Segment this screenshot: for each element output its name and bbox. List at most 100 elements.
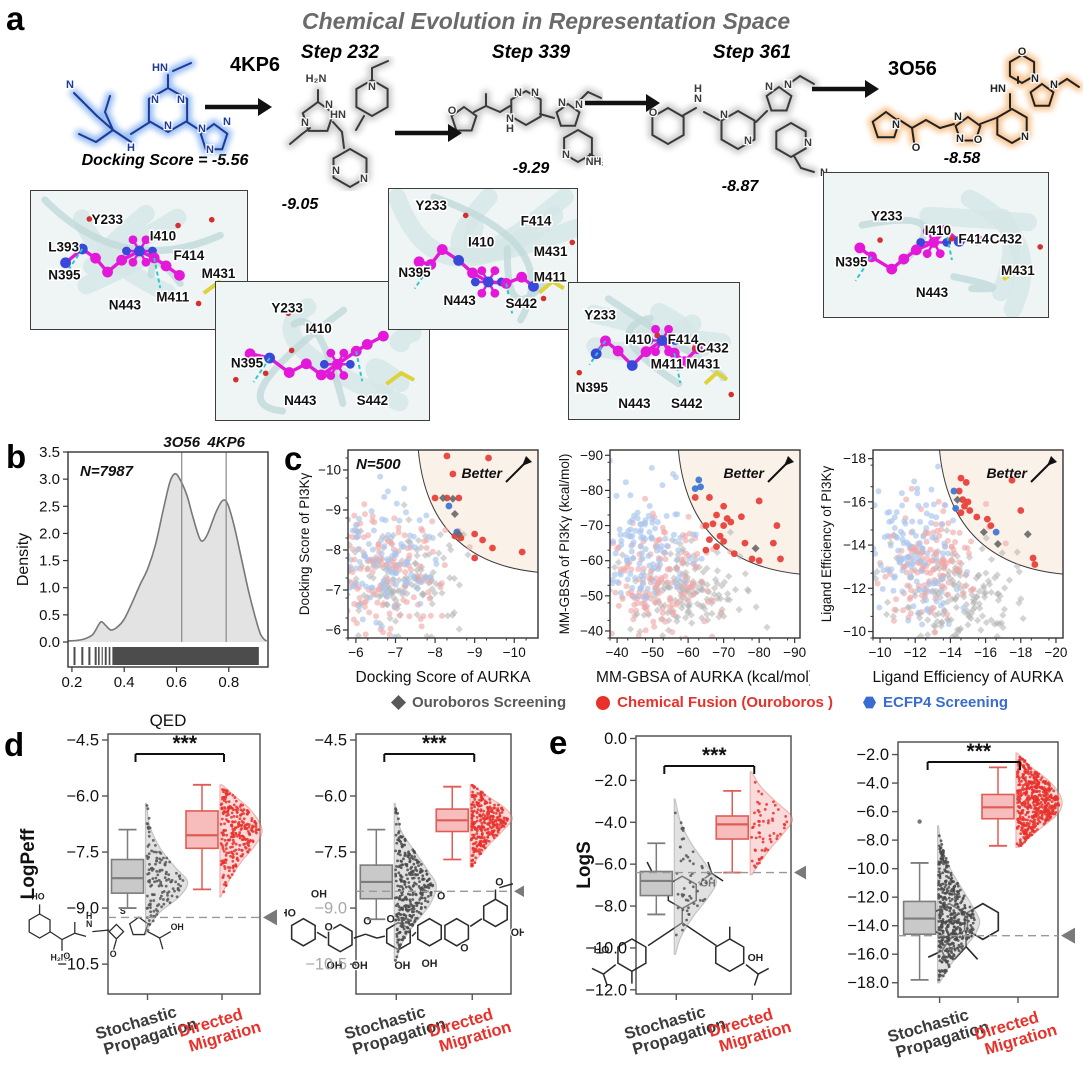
svg-text:N: N	[720, 109, 728, 121]
svg-text:N: N	[694, 93, 702, 105]
ligand-efficiency-scatter: −10 −12 −14 −16 −18 −20 −10 −12 −14 −16 −18 Ligand …	[818, 434, 1084, 700]
evolution-arrow-icon	[810, 78, 880, 105]
svg-text:N: N	[223, 116, 231, 128]
svg-text:N: N	[506, 113, 514, 125]
svg-text:4KP6: 4KP6	[206, 434, 245, 451]
svg-text:−16: −16	[974, 645, 997, 660]
svg-text:−16: −16	[843, 494, 866, 509]
svg-text:−10: −10	[843, 624, 866, 639]
svg-text:−12.0: −12.0	[847, 889, 889, 907]
svg-text:−70: −70	[712, 645, 735, 660]
svg-text:QED: QED	[150, 711, 187, 730]
panel-label-d: d	[4, 726, 25, 763]
svg-text:Better: Better	[987, 465, 1029, 481]
svg-text:DirectedMigration: DirectedMigration	[427, 1002, 514, 1058]
panel-label-c: c	[284, 440, 303, 477]
svg-text:N: N	[66, 79, 74, 91]
svg-text:***: ***	[422, 732, 447, 755]
svg-text:Y233: Y233	[415, 198, 447, 213]
svg-text:N: N	[956, 133, 964, 145]
svg-text:F414: F414	[668, 332, 699, 347]
svg-text:I410: I410	[150, 229, 176, 244]
svg-text:N=500: N=500	[356, 456, 401, 473]
svg-text:N: N	[954, 111, 962, 123]
svg-text:−8: −8	[326, 543, 341, 558]
svg-text:0.4: 0.4	[114, 674, 135, 691]
svg-text:−10.0: −10.0	[585, 939, 627, 957]
svg-text:−18: −18	[1009, 645, 1032, 660]
svg-text:−9.0: −9.0	[314, 900, 347, 918]
svg-text:OH: OH	[171, 922, 184, 932]
docking-score-scatter: −6 −7 −8 −9 −10 −6 −7 −8 −9 −10 Docking Score of A…	[296, 434, 550, 700]
svg-text:NH₂: NH₂	[586, 156, 603, 168]
svg-text:Docking Score of AURKA: Docking Score of AURKA	[356, 669, 532, 686]
svg-text:I410: I410	[625, 332, 651, 347]
svg-text:HN: HN	[990, 83, 1006, 95]
docking-score-step232: -9.05	[281, 196, 319, 213]
svg-text:S442: S442	[357, 393, 389, 408]
svg-text:L393: L393	[48, 240, 79, 255]
svg-text:N: N	[164, 120, 172, 132]
evolution-arrow-icon	[583, 92, 661, 119]
svg-text:Docking Score of PI3Kγ: Docking Score of PI3Kγ	[297, 472, 312, 615]
svg-text:−10.5: −10.5	[305, 956, 347, 974]
molecule-structure-step232: H₂N N N HN N N N	[272, 56, 412, 196]
svg-text:−7: −7	[388, 645, 403, 660]
svg-text:S: S	[120, 906, 126, 916]
svg-text:3O56: 3O56	[163, 434, 200, 451]
svg-text:N: N	[558, 97, 566, 109]
svg-text:−90: −90	[580, 448, 603, 463]
svg-text:N: N	[301, 117, 309, 129]
svg-text:MM-GBSA of PI3Kγ (kcal/mol): MM-GBSA of PI3Kγ (kcal/mol)	[557, 454, 572, 635]
svg-text:N: N	[177, 94, 185, 106]
molecule-name-step361: Step 361	[712, 42, 792, 63]
molecule-structure-step339: ONNNHNNNH₂N	[438, 66, 608, 176]
svg-text:HN: HN	[152, 62, 168, 74]
svg-text:−80: −80	[580, 483, 603, 498]
svg-text:−4.5: −4.5	[66, 731, 99, 749]
svg-text:−90: −90	[783, 645, 806, 660]
panel-label-a: a	[6, 0, 25, 37]
svg-text:N: N	[368, 81, 376, 93]
svg-text:−50: −50	[641, 645, 664, 660]
svg-text:−6: −6	[348, 645, 363, 660]
legend-item-ouroboros: Ouroboros Screening	[390, 694, 566, 711]
evolution-arrow-icon	[203, 96, 273, 123]
svg-text:Y233: Y233	[871, 209, 903, 224]
molecule-structure-3o56: N O N N O N HN N N O	[858, 45, 1084, 166]
docking-score-3o56: -8.58	[943, 150, 981, 167]
svg-text:N443: N443	[284, 393, 317, 408]
panel-label-e: e	[549, 724, 568, 761]
svg-text:−8.0: −8.0	[856, 832, 889, 850]
svg-text:−10: −10	[318, 463, 341, 478]
svg-text:−4.0: −4.0	[856, 775, 889, 793]
svg-text:OH: OH	[511, 927, 524, 939]
svg-text:Better: Better	[724, 465, 766, 481]
svg-text:OH: OH	[352, 960, 368, 972]
svg-text:−80: −80	[748, 645, 771, 660]
svg-text:0.0: 0.0	[39, 634, 60, 651]
svg-text:−12: −12	[904, 645, 927, 660]
svg-text:−12: −12	[843, 581, 866, 596]
diamond-marker-icon	[390, 694, 406, 711]
svg-text:N443: N443	[109, 298, 142, 313]
svg-text:N: N	[784, 79, 792, 91]
svg-text:−9: −9	[467, 645, 482, 660]
svg-text:N: N	[514, 87, 522, 99]
svg-text:O: O	[460, 943, 468, 955]
svg-text:N443: N443	[618, 396, 651, 411]
molecule-name-3o56: 3O56	[888, 58, 937, 80]
svg-text:O: O	[387, 914, 395, 926]
svg-text:−12.0: −12.0	[585, 981, 627, 999]
svg-text:0.6: 0.6	[166, 674, 187, 691]
svg-text:−18: −18	[843, 451, 866, 466]
binding-site-box-1: Y233 L393 N395 N443 I410 F414 M431 M411	[30, 190, 248, 330]
svg-text:−9.0: −9.0	[66, 900, 99, 918]
svg-text:O: O	[63, 951, 70, 961]
svg-text:***: ***	[172, 732, 197, 755]
svg-text:−60: −60	[677, 645, 700, 660]
svg-text:−7.5: −7.5	[66, 844, 99, 862]
molecule-name-4kp6: 4KP6	[230, 54, 281, 76]
